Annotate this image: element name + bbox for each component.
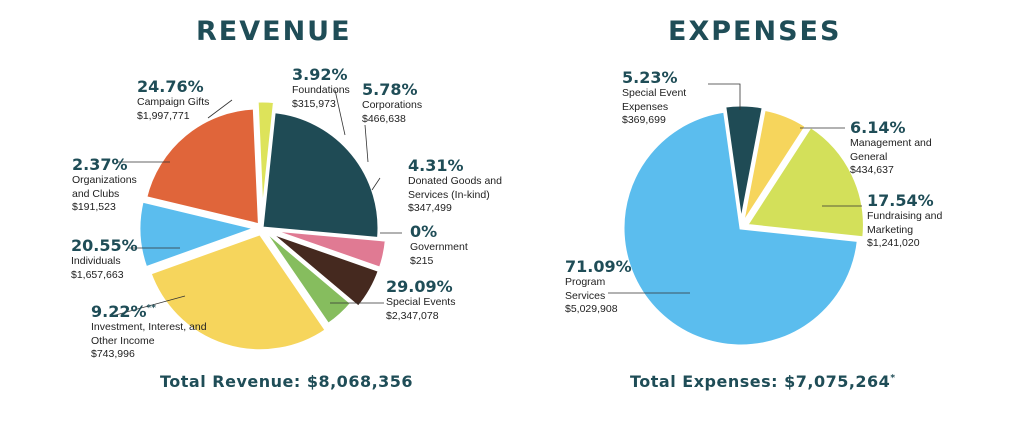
rev-label-organizations: 2.37% Organizations and Clubs $191,523 (72, 155, 137, 213)
rev-label-individuals: 20.55% Individuals $1,657,663 (71, 236, 138, 281)
revenue-callout-line-2 (364, 124, 369, 163)
exp-label-fundraising: 17.54% Fundraising and Marketing $1,241,… (867, 191, 943, 249)
exp-label-management: 6.14% Management and General $434,637 (850, 118, 932, 176)
revenue-slice-2 (267, 230, 382, 310)
revenue-callout-line-3 (371, 177, 381, 191)
revenue-total: Total Revenue: $8,068,356 (160, 372, 414, 391)
expenses-callout-line-0 (708, 83, 741, 110)
revenue-callout-line-0 (207, 99, 233, 119)
revenue-callout-line-1 (334, 89, 346, 136)
revenue-slice-7 (143, 106, 262, 227)
revenue-slice-6 (137, 199, 262, 270)
expenses-slice-2 (743, 124, 866, 240)
rev-label-foundations: 3.92% Foundations $315,973 (292, 65, 350, 110)
exp-label-program: 71.09% Program Services $5,029,908 (565, 257, 632, 315)
expenses-title: EXPENSES (668, 16, 842, 47)
revenue-slice-0 (260, 109, 381, 241)
rev-label-corporations: 5.78% Corporations $466,638 (362, 80, 423, 125)
revenue-slice-8 (255, 99, 277, 219)
expenses-slice-3 (621, 109, 860, 348)
revenue-slice-1 (269, 228, 388, 271)
rev-label-special-events: 29.09% Special Events $2,347,078 (386, 277, 456, 322)
expenses-total: Total Expenses: $7,075,264* (630, 372, 896, 391)
rev-label-investment: 9.22%** Investment, Interest, and Other … (91, 302, 207, 360)
expenses-slice-1 (740, 107, 809, 227)
revenue-title: REVENUE (196, 16, 352, 47)
expenses-slice-0 (723, 103, 766, 224)
rev-label-government: 0% Government $215 (410, 222, 468, 267)
revenue-slice-5 (148, 231, 329, 353)
revenue-callout-line-6 (111, 295, 186, 317)
rev-label-donated-goods: 4.31% Donated Goods and Services (In-kin… (408, 156, 502, 214)
exp-label-special-event: 5.23% Special Event Expenses $369,699 (622, 68, 687, 126)
rev-label-campaign-gifts: 24.76% Campaign Gifts $1,997,771 (137, 77, 210, 122)
